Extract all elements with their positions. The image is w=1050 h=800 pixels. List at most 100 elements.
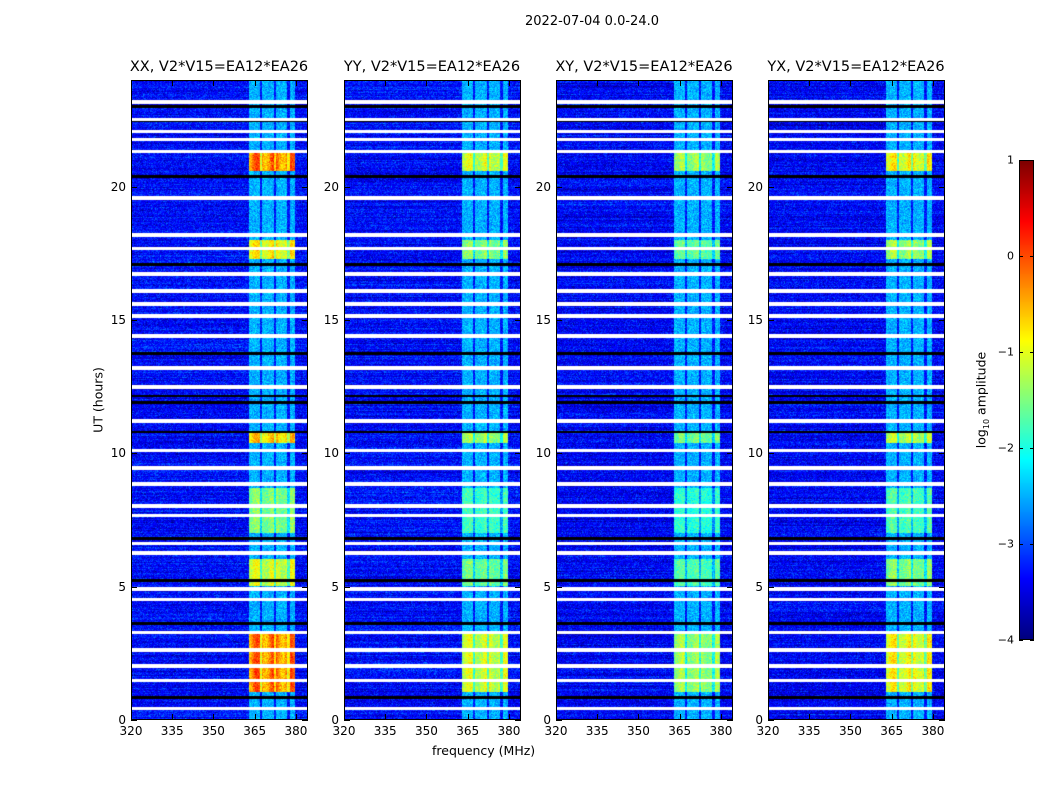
x-tick-mark xyxy=(597,80,599,86)
x-tick-label: 320 xyxy=(119,724,143,738)
colorbar-label-sub: 10 xyxy=(981,418,991,430)
y-tick-mark xyxy=(939,720,945,721)
panel-title: YX, V2*V15=EA12*EA26 xyxy=(767,59,945,75)
y-tick-mark xyxy=(344,720,350,721)
x-tick-mark xyxy=(932,80,934,86)
y-tick-mark xyxy=(939,586,945,588)
colorbar-tick-mark xyxy=(1019,352,1023,353)
y-tick-label: 10 xyxy=(535,446,551,461)
y-tick-label: 10 xyxy=(323,446,339,461)
colorbar-tick-label: −1 xyxy=(997,345,1014,359)
x-tick-label: 320 xyxy=(332,724,356,738)
panel-1 xyxy=(344,80,521,720)
x-tick-mark xyxy=(809,80,811,86)
colorbar-tick-mark xyxy=(1030,256,1034,257)
y-tick-mark xyxy=(515,320,521,321)
x-tick-mark xyxy=(385,714,387,720)
colorbar-tick-mark xyxy=(1019,448,1023,449)
x-tick-mark xyxy=(720,714,722,720)
colorbar-tick-mark xyxy=(1019,544,1023,545)
colorbar-tick-label: 0 xyxy=(1007,249,1014,263)
x-tick-mark xyxy=(638,80,640,86)
x-tick-mark xyxy=(172,80,174,86)
colorbar-tick-label: −2 xyxy=(997,441,1014,455)
x-tick-mark xyxy=(426,80,428,86)
panel-title: YY, V2*V15=EA12*EA26 xyxy=(343,59,521,75)
y-tick-label: 5 xyxy=(755,579,763,594)
y-tick-label: 5 xyxy=(331,579,339,594)
colorbar-tick-mark xyxy=(1030,448,1034,449)
x-tick-mark xyxy=(638,714,640,720)
x-tick-mark xyxy=(254,80,256,86)
y-tick-mark xyxy=(556,186,562,188)
y-tick-mark xyxy=(302,186,308,188)
panel-2 xyxy=(556,80,733,720)
x-tick-label: 350 xyxy=(415,724,438,738)
colorbar-gradient xyxy=(1020,161,1033,639)
y-tick-label: 15 xyxy=(747,313,763,327)
y-tick-mark xyxy=(131,720,137,721)
x-tick-mark xyxy=(254,714,256,720)
colorbar-tick-mark xyxy=(1030,352,1034,353)
x-tick-mark xyxy=(295,80,297,86)
x-tick-mark xyxy=(385,80,387,86)
colorbar-label-rest: amplitude xyxy=(973,351,989,419)
y-tick-mark xyxy=(131,186,137,188)
x-tick-label: 350 xyxy=(202,724,225,738)
y-tick-label: 20 xyxy=(110,179,126,194)
x-tick-mark xyxy=(295,714,297,720)
x-tick-label: 380 xyxy=(921,724,945,738)
y-tick-label: 0 xyxy=(118,713,126,727)
x-tick-label: 365 xyxy=(668,724,692,738)
y-tick-mark xyxy=(939,453,945,455)
y-tick-mark xyxy=(556,320,562,321)
y-tick-label: 10 xyxy=(747,446,763,461)
y-tick-label: 15 xyxy=(323,313,339,327)
x-tick-mark xyxy=(508,80,510,86)
x-tick-mark xyxy=(556,714,557,720)
y-tick-mark xyxy=(515,586,521,588)
y-tick-label: 0 xyxy=(543,713,551,727)
x-tick-mark xyxy=(891,80,893,86)
x-tick-mark xyxy=(344,80,345,86)
colorbar-tick-label: 1 xyxy=(1007,153,1014,167)
colorbar-tick-mark xyxy=(1019,640,1023,641)
x-tick-mark xyxy=(679,714,681,720)
x-tick-mark xyxy=(508,714,510,720)
x-tick-mark xyxy=(344,714,345,720)
y-tick-mark xyxy=(131,586,137,588)
y-tick-label: 20 xyxy=(535,179,551,194)
y-tick-label: 20 xyxy=(747,179,763,194)
colorbar-tick-mark xyxy=(1030,544,1034,545)
x-tick-mark xyxy=(467,80,469,86)
heatmap-2 xyxy=(557,81,732,719)
x-tick-mark xyxy=(556,80,557,86)
y-tick-mark xyxy=(727,586,733,588)
y-tick-mark xyxy=(727,720,733,721)
x-tick-mark xyxy=(932,714,934,720)
x-tick-label: 335 xyxy=(160,724,184,738)
y-tick-mark xyxy=(556,720,562,721)
x-tick-mark xyxy=(426,714,428,720)
x-tick-label: 320 xyxy=(756,724,780,738)
x-tick-mark xyxy=(131,80,132,86)
colorbar-tick-label: −3 xyxy=(997,537,1014,551)
y-tick-mark xyxy=(515,453,521,455)
colorbar xyxy=(1019,160,1034,640)
x-tick-mark xyxy=(809,714,811,720)
panel-3 xyxy=(768,80,945,720)
x-tick-label: 365 xyxy=(243,724,267,738)
x-tick-label: 350 xyxy=(627,724,650,738)
x-tick-mark xyxy=(850,714,852,720)
colorbar-label-log: log xyxy=(973,429,989,449)
panel-title: XY, V2*V15=EA12*EA26 xyxy=(555,59,733,75)
y-tick-label: 20 xyxy=(323,179,339,194)
y-tick-mark xyxy=(344,586,350,588)
y-tick-mark xyxy=(302,720,308,721)
x-tick-mark xyxy=(850,80,852,86)
x-tick-mark xyxy=(720,80,722,86)
x-tick-label: 335 xyxy=(373,724,397,738)
x-tick-label: 320 xyxy=(544,724,568,738)
colorbar-tick-mark xyxy=(1030,640,1034,641)
